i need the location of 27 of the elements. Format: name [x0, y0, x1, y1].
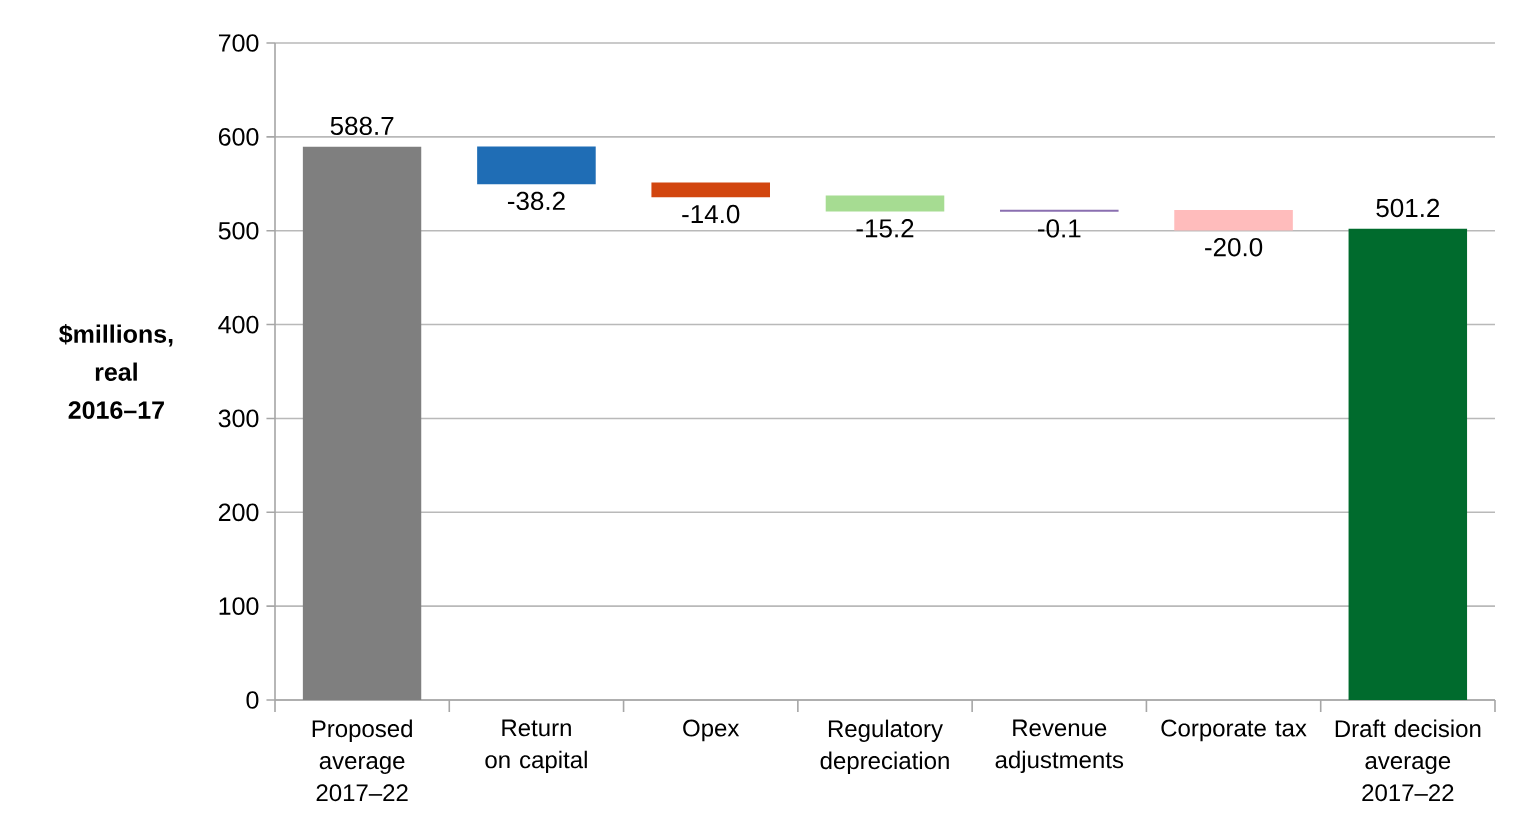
data-label: -38.2	[507, 191, 565, 211]
x-tick-label: Proposed average 2017–22	[312, 719, 412, 802]
y-tick-label: 500	[218, 221, 259, 240]
bar	[477, 146, 596, 185]
y-tick-label: 600	[218, 128, 259, 146]
y-tick-label: 100	[219, 597, 259, 615]
bar	[825, 195, 945, 212]
data-label: -15.2	[856, 219, 914, 238]
y-tick-label: 400	[218, 315, 259, 334]
x-tick-label: Draft decision average 2017–22	[1335, 719, 1481, 802]
x-tick-label: Opex	[683, 719, 740, 742]
data-label: 501.2	[1376, 198, 1440, 218]
y-tick-label: 0	[246, 691, 259, 709]
x-tick-label: Corporate tax	[1161, 719, 1307, 742]
x-tick-label: Return on capital	[485, 719, 587, 774]
x-tick-label: Revenue adjustments	[995, 719, 1124, 774]
y-tick-label: 700	[218, 34, 259, 52]
y-axis-title: $millions, real 2016–17	[59, 324, 173, 419]
data-label: -0.1	[1038, 219, 1081, 238]
bar	[1174, 209, 1293, 231]
y-tick-label: 200	[218, 503, 259, 522]
data-label: 588.7	[330, 116, 394, 136]
bar	[651, 182, 770, 198]
data-label: -20.0	[1205, 237, 1263, 257]
y-tick-label: 300	[218, 409, 259, 428]
data-label: -14.0	[682, 204, 740, 224]
x-tick-label: Regulatory depreciation	[820, 719, 949, 774]
